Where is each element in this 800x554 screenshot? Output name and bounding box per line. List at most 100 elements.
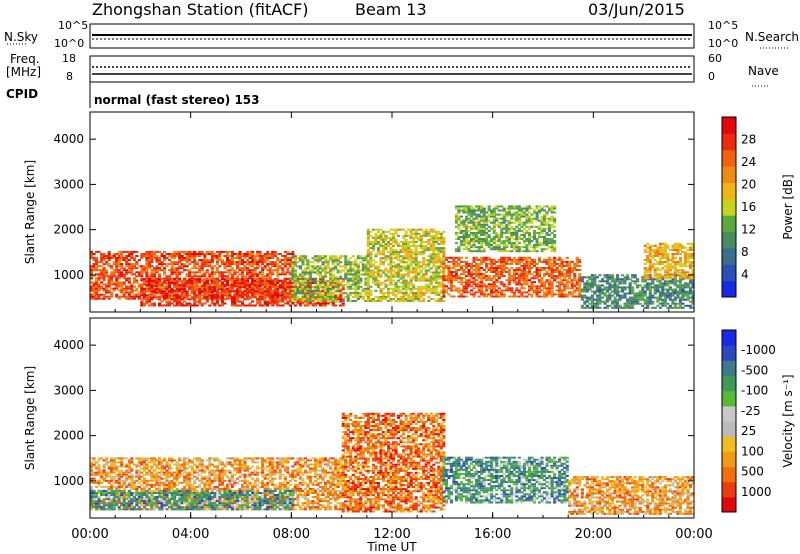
- power-echo-cell: [205, 298, 209, 301]
- power-echo-cell: [258, 288, 262, 291]
- power-echo-cell: [510, 250, 514, 253]
- power-echo-cell: [369, 241, 373, 243]
- power-echo-cell: [545, 291, 549, 294]
- power-echo-cell: [439, 298, 443, 300]
- power-echo-cell: [500, 264, 504, 267]
- power-echo-cell: [288, 286, 292, 289]
- power-echo-cell: [543, 273, 547, 276]
- power-echo-cell: [465, 215, 469, 218]
- power-echo-cell: [203, 253, 207, 255]
- power-echo-cell: [404, 273, 408, 276]
- power-echo-cell: [213, 290, 217, 293]
- power-echo-cell: [432, 255, 436, 258]
- power-echo-cell: [507, 229, 511, 232]
- power-echo-cell: [180, 302, 184, 305]
- power-echo-cell: [402, 267, 406, 270]
- power-echo-cell: [165, 279, 169, 282]
- power-echo-cell: [173, 257, 177, 259]
- power-echo-cell: [512, 271, 516, 273]
- power-echo-cell: [276, 292, 280, 295]
- power-echo-cell: [241, 269, 245, 272]
- power-echo-cell: [538, 291, 542, 294]
- power-echo-cell: [623, 306, 627, 309]
- power-echo-cell: [387, 245, 391, 247]
- power-echo-cell: [608, 288, 612, 291]
- power-echo-cell: [444, 267, 448, 269]
- power-echo-cell: [482, 227, 486, 230]
- power-echo-cell: [376, 285, 380, 288]
- power-echo-cell: [470, 233, 474, 236]
- power-echo-cell: [535, 277, 539, 280]
- power-echo-cell: [487, 256, 491, 259]
- power-echo-cell: [432, 230, 436, 233]
- power-echo-cell: [578, 260, 582, 263]
- power-echo-cell: [120, 265, 124, 268]
- power-echo-cell: [447, 264, 451, 267]
- power-echo-cell: [361, 298, 365, 300]
- power-echo-cell: [326, 271, 330, 274]
- power-echo-cell: [429, 271, 433, 274]
- power-echo-cell: [248, 273, 252, 276]
- power-echo-cell: [311, 293, 315, 296]
- power-echo-cell: [233, 253, 237, 255]
- power-echo-cell: [550, 211, 554, 214]
- power-echo-cell: [449, 279, 453, 282]
- power-echo-cell: [515, 219, 519, 222]
- power-echo-cell: [442, 300, 446, 302]
- power-echo-cell: [595, 296, 599, 299]
- power-echo-cell: [303, 269, 307, 272]
- power-echo-cell: [223, 283, 227, 286]
- power-echo-cell: [145, 282, 149, 285]
- power-echo-cell: [122, 291, 126, 294]
- power-echo-cell: [384, 298, 388, 300]
- power-echo-cell: [248, 289, 252, 292]
- power-echo-cell: [595, 290, 599, 293]
- power-echo-cell: [293, 287, 297, 290]
- power-echo-cell: [495, 267, 499, 269]
- power-echo-cell: [497, 233, 501, 236]
- power-echo-cell: [412, 277, 416, 280]
- power-echo-cell: [429, 298, 433, 300]
- power-echo-cell: [472, 233, 476, 236]
- power-echo-cell: [233, 261, 237, 264]
- power-echo-cell: [447, 269, 451, 271]
- power-echo-cell: [424, 241, 428, 243]
- power-echo-cell: [532, 258, 536, 261]
- power-echo-cell: [203, 271, 207, 274]
- power-echo-cell: [117, 275, 121, 278]
- power-echo-cell: [475, 205, 479, 208]
- power-echo-cell: [442, 253, 446, 256]
- power-echo-cell: [457, 219, 461, 222]
- power-echo-cell: [273, 300, 277, 303]
- power-echo-cell: [532, 248, 536, 251]
- power-echo-cell: [555, 285, 559, 288]
- power-echo-cell: [334, 282, 338, 285]
- power-echo-cell: [605, 296, 609, 299]
- power-echo-cell: [163, 267, 167, 270]
- freq-panel-frame: [89, 55, 695, 83]
- power-echo-cell: [303, 283, 307, 286]
- power-echo-cell: [228, 292, 232, 295]
- power-echo-cell: [359, 255, 363, 258]
- power-echo-cell: [278, 287, 282, 290]
- power-echo-cell: [281, 284, 285, 287]
- power-echo-cell: [155, 250, 159, 253]
- power-echo-cell: [369, 257, 373, 260]
- power-echo-cell: [173, 255, 177, 257]
- power-echo-cell: [366, 298, 370, 300]
- power-echo-cell: [545, 289, 549, 292]
- power-echo-cell: [155, 296, 159, 299]
- power-echo-cell: [150, 277, 154, 280]
- power-echo-cell: [512, 258, 516, 261]
- power-echo-cell: [173, 250, 177, 253]
- power-echo-cell: [173, 253, 177, 255]
- power-echo-cell: [273, 253, 277, 255]
- power-echo-cell: [354, 271, 358, 274]
- power-echo-cell: [147, 259, 151, 262]
- power-echo-cell: [324, 265, 328, 268]
- power-echo-cell: [379, 283, 383, 286]
- power-echo-cell: [230, 284, 234, 287]
- power-echo-cell: [532, 209, 536, 212]
- power-echo-cell: [145, 275, 149, 278]
- power-echo-cell: [163, 263, 167, 266]
